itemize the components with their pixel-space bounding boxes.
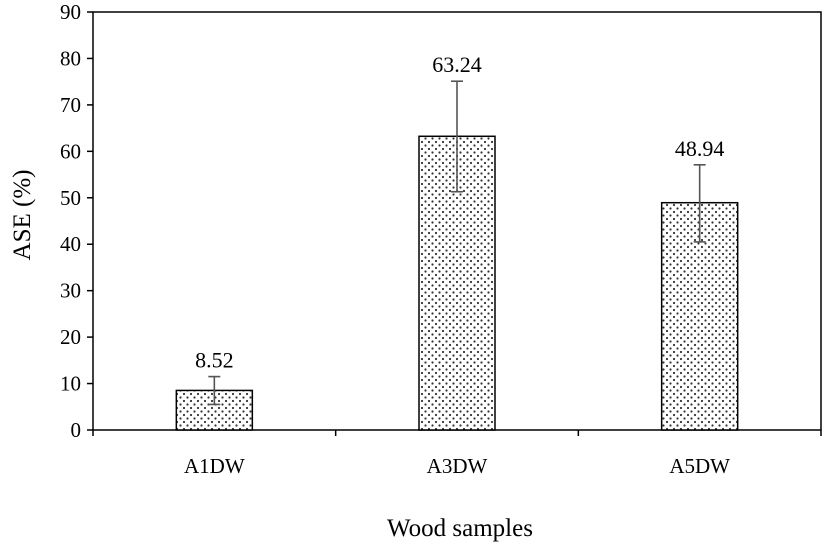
data-label-a5dw: 48.94	[675, 136, 725, 161]
error-bars	[208, 80, 706, 406]
x-tick-label: A1DW	[184, 454, 245, 478]
y-tick-label: 50	[60, 186, 81, 210]
data-label-a1dw: 8.52	[195, 348, 234, 373]
y-tick-label: 60	[60, 139, 81, 163]
x-tick-label: A5DW	[669, 454, 730, 478]
y-axis-title: ASE (%)	[9, 170, 36, 261]
y-tick-label: 80	[60, 46, 81, 70]
data-labels: 8.52 63.24 48.94	[195, 52, 724, 372]
data-label-a3dw: 63.24	[432, 52, 482, 77]
y-tick-label: 70	[60, 93, 81, 117]
y-tick-label: 20	[60, 325, 81, 349]
y-tick-label: 90	[60, 0, 81, 24]
x-axis-title: Wood samples	[387, 515, 533, 542]
y-tick-label: 40	[60, 232, 81, 256]
y-tick-label: 10	[60, 372, 81, 396]
y-tick-label: 0	[71, 418, 82, 442]
y-tick-label: 30	[60, 279, 81, 303]
x-tick-label: A3DW	[427, 454, 488, 478]
